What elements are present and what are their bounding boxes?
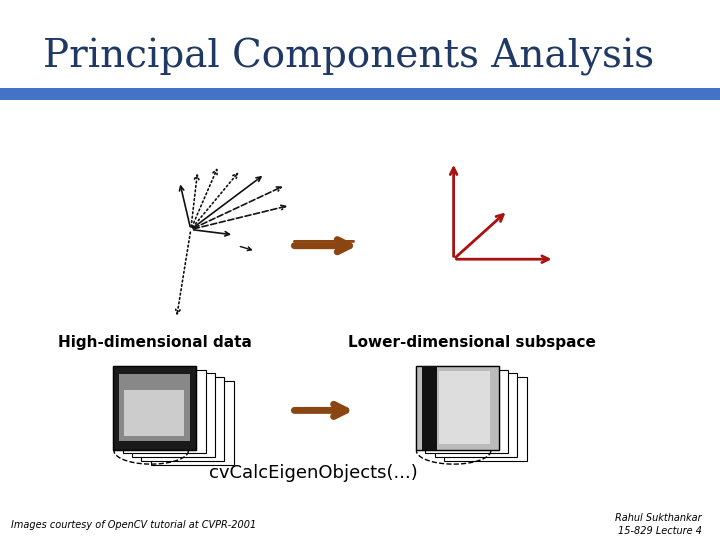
Bar — [444, 377, 527, 461]
Text: Principal Components Analysis: Principal Components Analysis — [43, 38, 654, 76]
Bar — [124, 390, 184, 436]
Text: Rahul Sukthankar: Rahul Sukthankar — [616, 512, 702, 523]
Bar — [422, 366, 438, 449]
Bar — [439, 372, 490, 444]
Bar — [425, 369, 508, 454]
Bar — [132, 374, 215, 457]
Bar — [416, 366, 498, 449]
Bar — [122, 369, 206, 454]
Bar — [114, 366, 196, 449]
Text: High-dimensional data: High-dimensional data — [58, 335, 252, 350]
Bar — [416, 366, 498, 449]
Text: Lower-dimensional subspace: Lower-dimensional subspace — [348, 335, 595, 350]
Text: cvCalcEigenObjects(...): cvCalcEigenObjects(...) — [209, 463, 418, 482]
Bar — [120, 374, 190, 442]
Text: 15-829 Lecture 4: 15-829 Lecture 4 — [618, 525, 702, 536]
Bar — [151, 381, 233, 464]
Text: Images courtesy of OpenCV tutorial at CVPR-2001: Images courtesy of OpenCV tutorial at CV… — [11, 520, 256, 530]
Bar — [114, 366, 196, 449]
Bar — [142, 377, 225, 461]
Bar — [0, 88, 720, 100]
Bar — [435, 374, 518, 457]
